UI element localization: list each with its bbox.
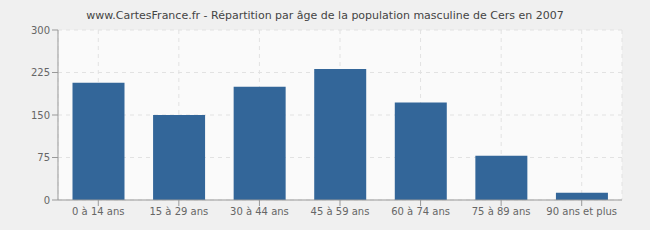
svg-text:75: 75 <box>37 152 50 163</box>
html-text:www.CartesFrance.fr - Répartit: www.CartesFrance.fr - Répartition par âg… <box>86 9 564 22</box>
svg-text:0: 0 <box>44 195 50 206</box>
svg-text:150: 150 <box>31 110 50 121</box>
svg-text:45 à 59 ans: 45 à 59 ans <box>311 206 370 217</box>
svg-text:15 à 29 ans: 15 à 29 ans <box>149 206 208 217</box>
svg-text:60 à 74 ans: 60 à 74 ans <box>391 206 450 217</box>
svg-text:75 à 89 ans: 75 à 89 ans <box>472 206 531 217</box>
svg-text:0 à 14 ans: 0 à 14 ans <box>72 206 124 217</box>
svg-text:300: 300 <box>31 25 50 36</box>
svg-text:225: 225 <box>31 67 50 78</box>
svg-text:90 ans et plus: 90 ans et plus <box>546 206 617 217</box>
svg-text:30 à 44 ans: 30 à 44 ans <box>230 206 289 217</box>
